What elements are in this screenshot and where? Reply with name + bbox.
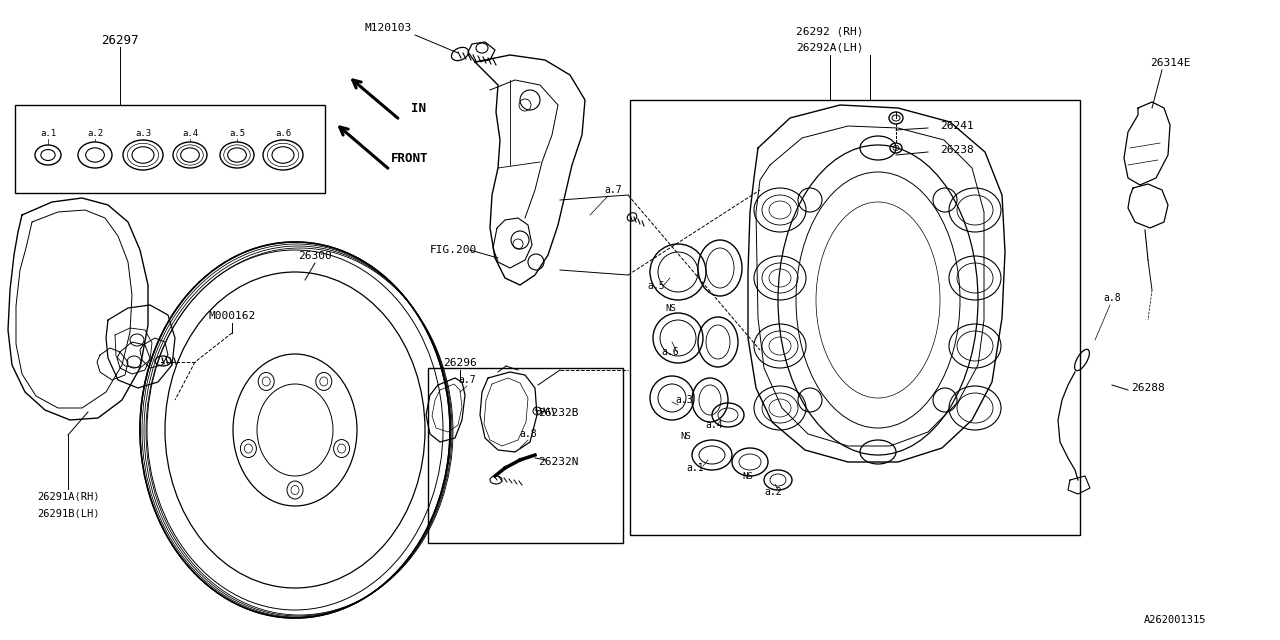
Text: a.1: a.1 xyxy=(686,463,704,473)
Text: 26288: 26288 xyxy=(1132,383,1165,393)
Text: A262001315: A262001315 xyxy=(1144,615,1206,625)
Text: 26238: 26238 xyxy=(940,145,974,155)
Text: 26232N: 26232N xyxy=(538,457,579,467)
Text: a.4: a.4 xyxy=(705,420,723,430)
Text: a.2: a.2 xyxy=(87,129,104,138)
Text: a.8: a.8 xyxy=(1103,293,1121,303)
Text: 26241: 26241 xyxy=(940,121,974,131)
Bar xyxy=(15,105,325,193)
Text: 26292A⟨LH⟩: 26292A⟨LH⟩ xyxy=(796,42,864,52)
Text: M120103: M120103 xyxy=(365,23,412,33)
Bar xyxy=(428,368,623,543)
Text: 26296: 26296 xyxy=(443,358,477,368)
Text: a.6: a.6 xyxy=(662,347,678,357)
Text: 26314E: 26314E xyxy=(1149,58,1190,68)
Text: 26300: 26300 xyxy=(298,251,332,261)
Text: NS: NS xyxy=(742,472,754,481)
Text: 26291A⟨RH⟩: 26291A⟨RH⟩ xyxy=(37,492,100,502)
Text: a.2: a.2 xyxy=(764,487,782,497)
Text: NS: NS xyxy=(681,431,691,440)
Text: a.7: a.7 xyxy=(604,185,622,195)
Bar xyxy=(630,100,1080,535)
Text: 26291B⟨LH⟩: 26291B⟨LH⟩ xyxy=(37,509,100,519)
Text: 26297: 26297 xyxy=(101,33,138,47)
Text: a.5: a.5 xyxy=(648,281,664,291)
Text: a.7: a.7 xyxy=(458,375,476,385)
Text: FRONT: FRONT xyxy=(392,152,429,164)
Text: a.5: a.5 xyxy=(229,129,244,138)
Text: a.3: a.3 xyxy=(134,129,151,138)
Text: M000162: M000162 xyxy=(209,311,256,321)
Text: a.1: a.1 xyxy=(40,129,56,138)
Text: a.8: a.8 xyxy=(520,429,536,439)
Text: NS: NS xyxy=(666,303,676,312)
Text: a.4: a.4 xyxy=(182,129,198,138)
Text: IN: IN xyxy=(411,102,425,115)
Text: a.3: a.3 xyxy=(675,395,692,405)
Text: FIG.200: FIG.200 xyxy=(429,245,476,255)
Text: 26232B: 26232B xyxy=(538,408,579,418)
Text: 26292 ⟨RH⟩: 26292 ⟨RH⟩ xyxy=(796,26,864,36)
Text: a.6: a.6 xyxy=(275,129,291,138)
